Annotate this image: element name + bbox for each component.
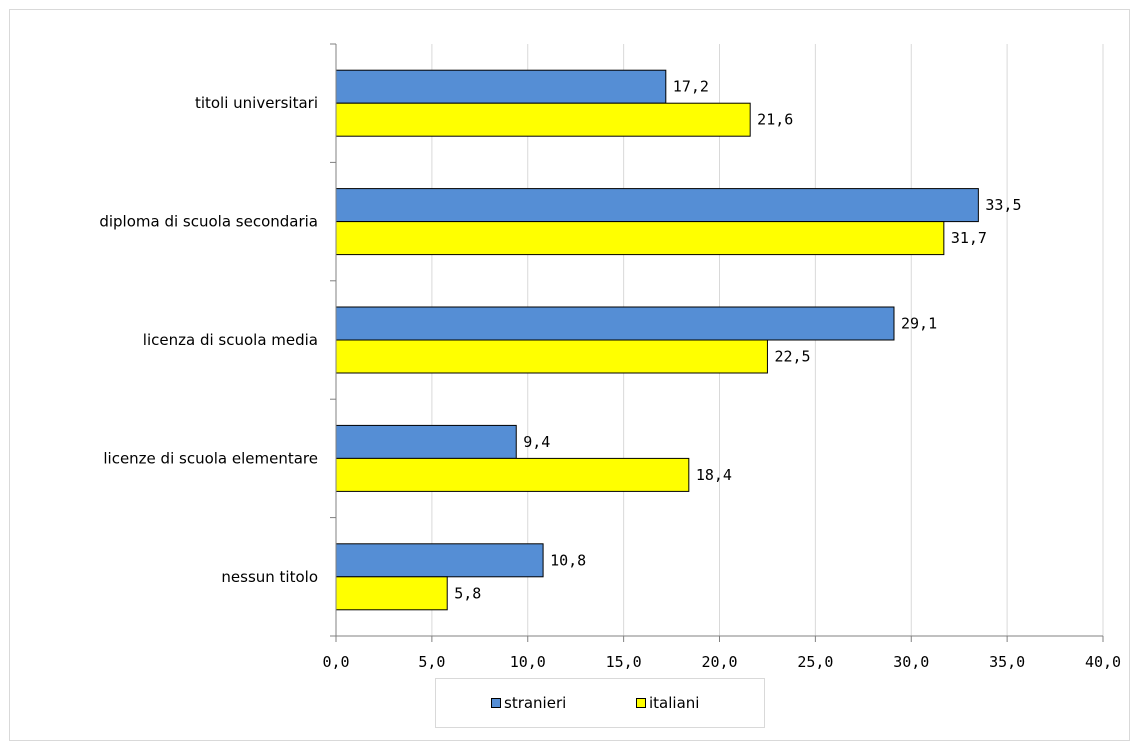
- bar-italiani-3: [335, 457, 690, 492]
- legend-item-stranieri: stranieri: [491, 679, 566, 727]
- bar-italiani-2: [335, 339, 768, 374]
- x-tick-label-0: 0,0: [322, 653, 349, 671]
- x-tick-label-3: 15,0: [606, 653, 642, 671]
- x-tick-label-6: 30,0: [893, 653, 929, 671]
- data-label-stranieri-1: 33,5: [985, 196, 1021, 214]
- x-tick-label-2: 10,0: [510, 653, 546, 671]
- data-label-stranieri-4: 10,8: [550, 551, 586, 569]
- x-tick-label-8: 40,0: [1085, 653, 1121, 671]
- bar-stranieri-0: [335, 69, 667, 104]
- x-tick-label-7: 35,0: [989, 653, 1025, 671]
- data-label-italiani-0: 21,6: [757, 111, 793, 129]
- bar-stranieri-4: [335, 543, 544, 578]
- data-label-italiani-1: 31,7: [951, 229, 987, 247]
- legend-label-stranieri: stranieri: [504, 694, 567, 712]
- category-label-4: nessun titolo: [221, 568, 318, 586]
- x-tick-label-5: 25,0: [797, 653, 833, 671]
- bar-stranieri-1: [335, 188, 979, 223]
- category-label-2: licenza di scuola media: [143, 331, 318, 349]
- data-label-italiani-4: 5,8: [454, 584, 481, 602]
- legend: stranieri italiani: [435, 678, 765, 728]
- data-label-italiani-3: 18,4: [696, 466, 732, 484]
- bar-italiani-4: [335, 576, 448, 611]
- x-tick-label-1: 5,0: [418, 653, 445, 671]
- data-label-stranieri-2: 29,1: [901, 315, 937, 333]
- data-label-stranieri-0: 17,2: [673, 78, 709, 96]
- legend-swatch-stranieri: [491, 698, 501, 708]
- legend-swatch-italiani: [636, 698, 646, 708]
- bar-italiani-1: [335, 221, 945, 256]
- bar-stranieri-3: [335, 424, 517, 459]
- legend-item-italiani: italiani: [636, 679, 699, 727]
- legend-label-italiani: italiani: [649, 694, 700, 712]
- bar-stranieri-2: [335, 306, 895, 341]
- x-tick-label-4: 20,0: [701, 653, 737, 671]
- bar-italiani-0: [335, 102, 751, 137]
- data-label-italiani-2: 22,5: [774, 348, 810, 366]
- category-label-3: licenze di scuola elementare: [103, 449, 318, 467]
- category-label-0: titoli universitari: [195, 94, 318, 112]
- data-label-stranieri-3: 9,4: [523, 433, 550, 451]
- category-label-1: diploma di scuola secondaria: [99, 213, 318, 231]
